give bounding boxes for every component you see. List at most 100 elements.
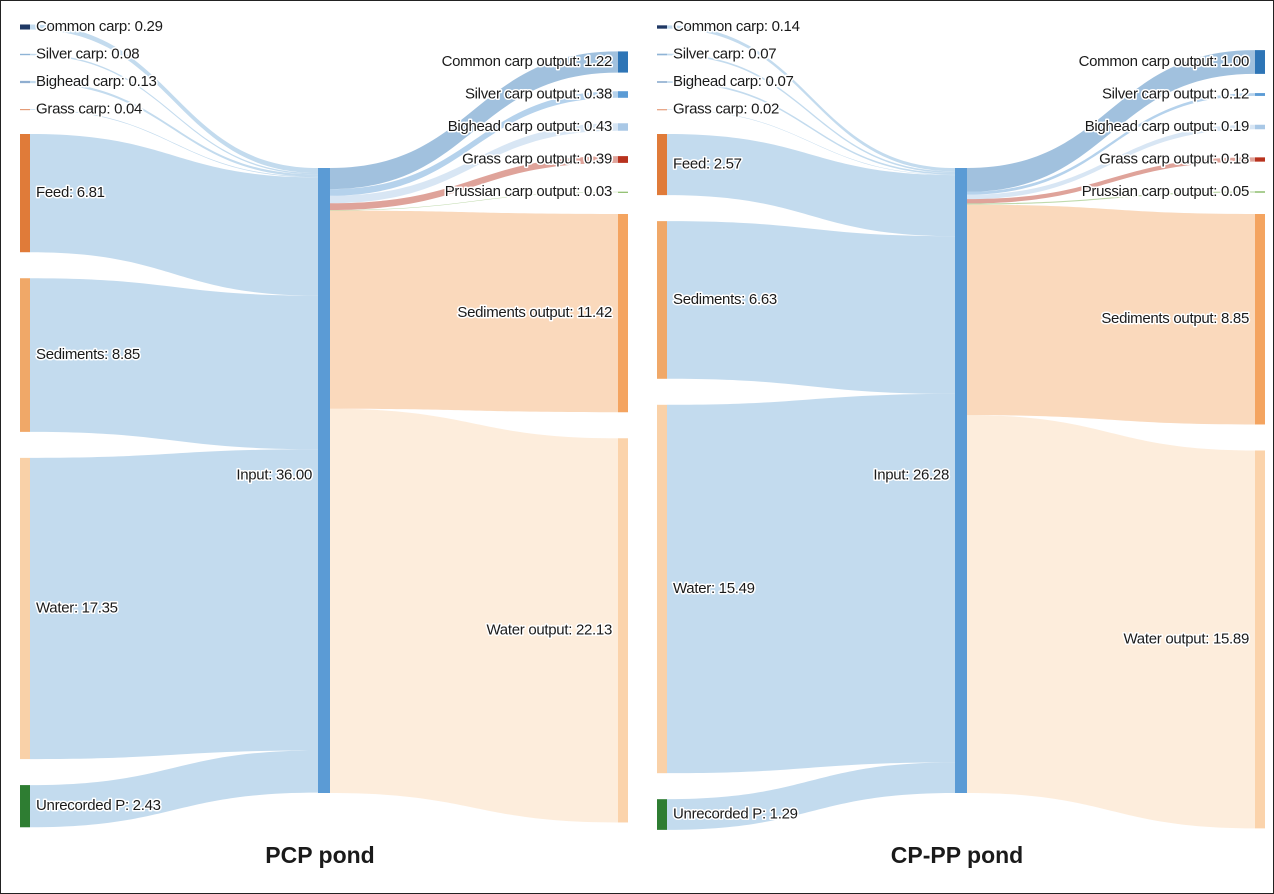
source-node bbox=[657, 109, 667, 111]
link bbox=[967, 191, 1255, 205]
target-label: Sediments output: 8.85 bbox=[1101, 310, 1249, 327]
link bbox=[667, 762, 955, 830]
target-node bbox=[618, 51, 628, 73]
source-node bbox=[20, 53, 30, 56]
source-label: Water: 17.35 bbox=[36, 599, 118, 616]
target-node bbox=[1255, 124, 1265, 130]
source-node bbox=[20, 457, 30, 760]
target-node bbox=[618, 91, 628, 98]
target-node bbox=[1255, 191, 1265, 193]
link bbox=[967, 50, 1255, 192]
link bbox=[30, 278, 318, 450]
source-label: Feed: 2.57 bbox=[673, 156, 742, 173]
link bbox=[667, 134, 955, 237]
target-node bbox=[1255, 50, 1265, 74]
target-label: Silver carp output: 0.12 bbox=[1102, 85, 1249, 102]
link bbox=[667, 393, 955, 774]
link bbox=[667, 25, 955, 172]
source-node bbox=[20, 134, 30, 253]
nodes bbox=[657, 25, 1265, 830]
target-label: Silver carp output: 0.38 bbox=[465, 85, 612, 102]
target-label: Bighead carp output: 0.43 bbox=[448, 118, 612, 135]
target-label: Common carp output: 1.00 bbox=[1079, 53, 1249, 70]
target-label: Water output: 15.89 bbox=[1124, 630, 1250, 647]
source-node bbox=[657, 221, 667, 379]
target-node bbox=[1255, 214, 1265, 425]
link bbox=[667, 81, 955, 175]
link bbox=[330, 123, 618, 204]
link bbox=[330, 156, 618, 211]
target-node bbox=[1255, 157, 1265, 162]
link bbox=[30, 80, 318, 177]
target-node bbox=[618, 123, 628, 131]
source-label: Unrecorded P: 2.43 bbox=[36, 797, 161, 814]
link bbox=[967, 124, 1255, 200]
link bbox=[967, 204, 1255, 425]
source-label: Sediments: 8.85 bbox=[36, 346, 140, 363]
link bbox=[330, 210, 618, 413]
target-label: Prussian carp output: 0.05 bbox=[1082, 183, 1249, 200]
source-label: Water: 15.49 bbox=[673, 580, 755, 597]
link bbox=[330, 91, 618, 196]
nodes bbox=[20, 24, 628, 828]
link bbox=[667, 53, 955, 173]
sankey-panel: Input: 36.00 Common carp: 0.29 Silver carp… bbox=[20, 16, 628, 868]
target-node bbox=[618, 438, 628, 823]
target-label: Prussian carp output: 0.03 bbox=[445, 183, 612, 200]
link bbox=[967, 93, 1255, 195]
link bbox=[30, 449, 318, 760]
source-node bbox=[657, 25, 667, 29]
source-label: Grass carp: 0.04 bbox=[36, 100, 142, 117]
link bbox=[30, 53, 318, 175]
panel-title: CP-PP pond bbox=[891, 842, 1023, 868]
target-node bbox=[618, 191, 628, 193]
target-label: Bighead carp output: 0.19 bbox=[1085, 118, 1249, 135]
link bbox=[30, 24, 318, 174]
target-label: Sediments output: 11.42 bbox=[457, 304, 612, 321]
link bbox=[967, 415, 1255, 829]
target-label: Grass carp output: 0.39 bbox=[462, 150, 612, 167]
target-label: Water output: 22.13 bbox=[487, 621, 613, 638]
target-node bbox=[618, 214, 628, 413]
source-node bbox=[20, 785, 30, 828]
source-node bbox=[657, 81, 667, 83]
links bbox=[667, 25, 1255, 830]
link bbox=[330, 191, 618, 211]
source-node bbox=[657, 404, 667, 774]
center-node bbox=[318, 168, 330, 793]
target-node bbox=[1255, 450, 1265, 829]
source-label: Unrecorded P: 1.29 bbox=[673, 805, 798, 822]
source-label: Feed: 6.81 bbox=[36, 184, 105, 201]
source-node bbox=[657, 799, 667, 830]
source-label: Silver carp: 0.08 bbox=[36, 45, 139, 62]
target-label: Common carp output: 1.22 bbox=[442, 53, 612, 70]
link bbox=[967, 157, 1255, 204]
link bbox=[30, 109, 318, 178]
link bbox=[667, 109, 955, 176]
source-node bbox=[657, 134, 667, 196]
center-label: Input: 36.00 bbox=[236, 466, 312, 483]
source-label: Sediments: 6.63 bbox=[673, 291, 777, 308]
links bbox=[30, 24, 618, 828]
source-node bbox=[20, 80, 30, 84]
labels: Input: 26.28 Common carp: 0.14 Silver carp… bbox=[672, 16, 1251, 868]
target-node bbox=[618, 156, 628, 163]
source-label: Bighead carp: 0.13 bbox=[36, 73, 157, 90]
link bbox=[330, 408, 618, 823]
panel-title: PCP pond bbox=[265, 842, 374, 868]
target-node bbox=[1255, 93, 1265, 96]
link bbox=[667, 221, 955, 394]
link bbox=[30, 134, 318, 296]
source-node bbox=[20, 24, 30, 30]
center-label: Input: 26.28 bbox=[873, 466, 949, 483]
source-label: Common carp: 0.14 bbox=[673, 18, 800, 35]
source-node bbox=[20, 278, 30, 432]
source-label: Common carp: 0.29 bbox=[36, 18, 163, 35]
labels: Input: 36.00 Common carp: 0.29 Silver carp… bbox=[35, 16, 614, 868]
link bbox=[330, 51, 618, 190]
source-node bbox=[657, 53, 667, 56]
source-label: Grass carp: 0.02 bbox=[673, 100, 779, 117]
center-node bbox=[955, 168, 967, 793]
sankey-panel: Input: 26.28 Common carp: 0.14 Silver carp… bbox=[657, 16, 1265, 868]
